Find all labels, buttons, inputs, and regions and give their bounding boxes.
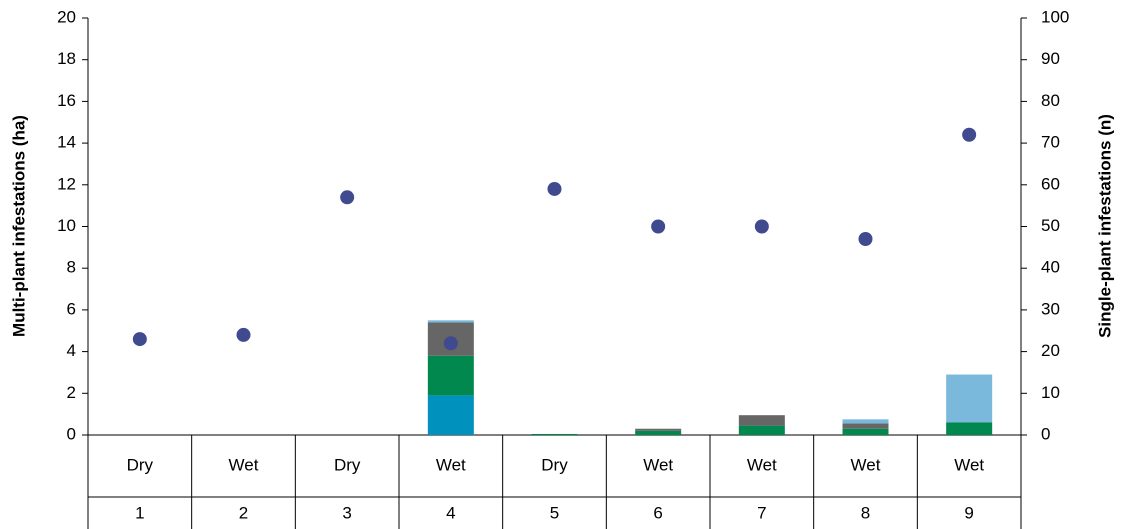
scatter-point — [858, 232, 873, 247]
bar-segment — [427, 320, 474, 323]
scatter-point — [962, 127, 977, 142]
x-group-label: 3 — [342, 503, 351, 522]
x-tick-label: Wet — [851, 455, 881, 474]
y2-tick-label: 80 — [1041, 91, 1060, 110]
y2-tick-label: 10 — [1041, 383, 1060, 402]
y2-tick-label: 70 — [1041, 133, 1060, 152]
bar-segment — [946, 374, 993, 423]
bar-segment — [842, 419, 889, 424]
bar-segment — [842, 423, 889, 429]
x-tick-label: Wet — [643, 455, 673, 474]
x-group-label: 4 — [446, 503, 455, 522]
y-tick-label: 10 — [57, 216, 76, 235]
x-group-label: 8 — [861, 503, 870, 522]
y-tick-label: 6 — [67, 299, 76, 318]
bar-segment — [635, 430, 682, 435]
y2-axis-title: Single-plant infestations (n) — [1095, 114, 1114, 338]
x-tick-label: Wet — [436, 455, 466, 474]
x-tick-label: Wet — [747, 455, 777, 474]
y2-tick-label: 90 — [1041, 49, 1060, 68]
x-tick-label: Wet — [954, 455, 984, 474]
y-tick-label: 2 — [67, 383, 76, 402]
x-group-label: 6 — [653, 503, 662, 522]
x-tick-label: Dry — [334, 455, 361, 474]
x-group-label: 2 — [239, 503, 248, 522]
x-group-label: 1 — [135, 503, 144, 522]
bar-segment — [738, 415, 785, 426]
scatter-point — [340, 190, 355, 205]
x-tick-label: Dry — [541, 455, 568, 474]
y2-tick-label: 20 — [1041, 341, 1060, 360]
y-tick-label: 12 — [57, 174, 76, 193]
y2-tick-label: 50 — [1041, 216, 1060, 235]
y-tick-label: 16 — [57, 91, 76, 110]
bar-segment — [531, 433, 578, 435]
bar-segment — [946, 422, 993, 435]
y2-tick-label: 30 — [1041, 299, 1060, 318]
x-group-label: 5 — [550, 503, 559, 522]
scatter-point — [651, 219, 666, 234]
y2-tick-label: 100 — [1041, 7, 1069, 26]
bar-segment — [842, 428, 889, 435]
y-axis-title: Multi-plant infestations (ha) — [9, 115, 28, 337]
bar-segment — [427, 395, 474, 435]
x-group-label: 7 — [757, 503, 766, 522]
x-tick-label: Wet — [229, 455, 259, 474]
y2-tick-label: 60 — [1041, 174, 1060, 193]
y-tick-label: 4 — [67, 341, 76, 360]
y-tick-label: 8 — [67, 258, 76, 277]
y-tick-label: 18 — [57, 49, 76, 68]
y-tick-label: 14 — [57, 133, 76, 152]
y-tick-label: 0 — [67, 424, 76, 443]
bar-segment — [427, 355, 474, 396]
bar-segment — [635, 428, 682, 431]
y2-tick-label: 40 — [1041, 258, 1060, 277]
y2-tick-label: 0 — [1041, 424, 1050, 443]
bar-segment — [738, 425, 785, 435]
x-tick-label: Dry — [127, 455, 154, 474]
x-group-label: 9 — [964, 503, 973, 522]
scatter-point — [443, 336, 458, 351]
scatter-point — [132, 332, 147, 347]
scatter-point — [547, 181, 562, 196]
scatter-point — [236, 327, 251, 342]
scatter-point — [754, 219, 769, 234]
y-tick-label: 20 — [57, 7, 76, 26]
